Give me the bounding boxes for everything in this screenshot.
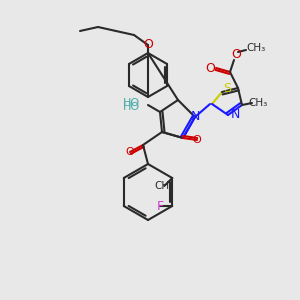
Text: O: O bbox=[231, 47, 241, 61]
Text: HO: HO bbox=[123, 102, 140, 112]
Text: N: N bbox=[230, 109, 240, 122]
Text: HO: HO bbox=[123, 98, 140, 108]
Text: N: N bbox=[190, 110, 200, 124]
Text: S: S bbox=[223, 82, 231, 95]
Text: O: O bbox=[143, 38, 153, 52]
Text: O: O bbox=[205, 61, 215, 74]
Text: CH₃: CH₃ bbox=[246, 43, 266, 53]
Text: CH₃: CH₃ bbox=[248, 98, 268, 108]
Text: O: O bbox=[193, 135, 201, 145]
Text: O: O bbox=[126, 147, 134, 157]
Text: CH₃: CH₃ bbox=[154, 181, 174, 191]
Text: F: F bbox=[157, 200, 164, 212]
